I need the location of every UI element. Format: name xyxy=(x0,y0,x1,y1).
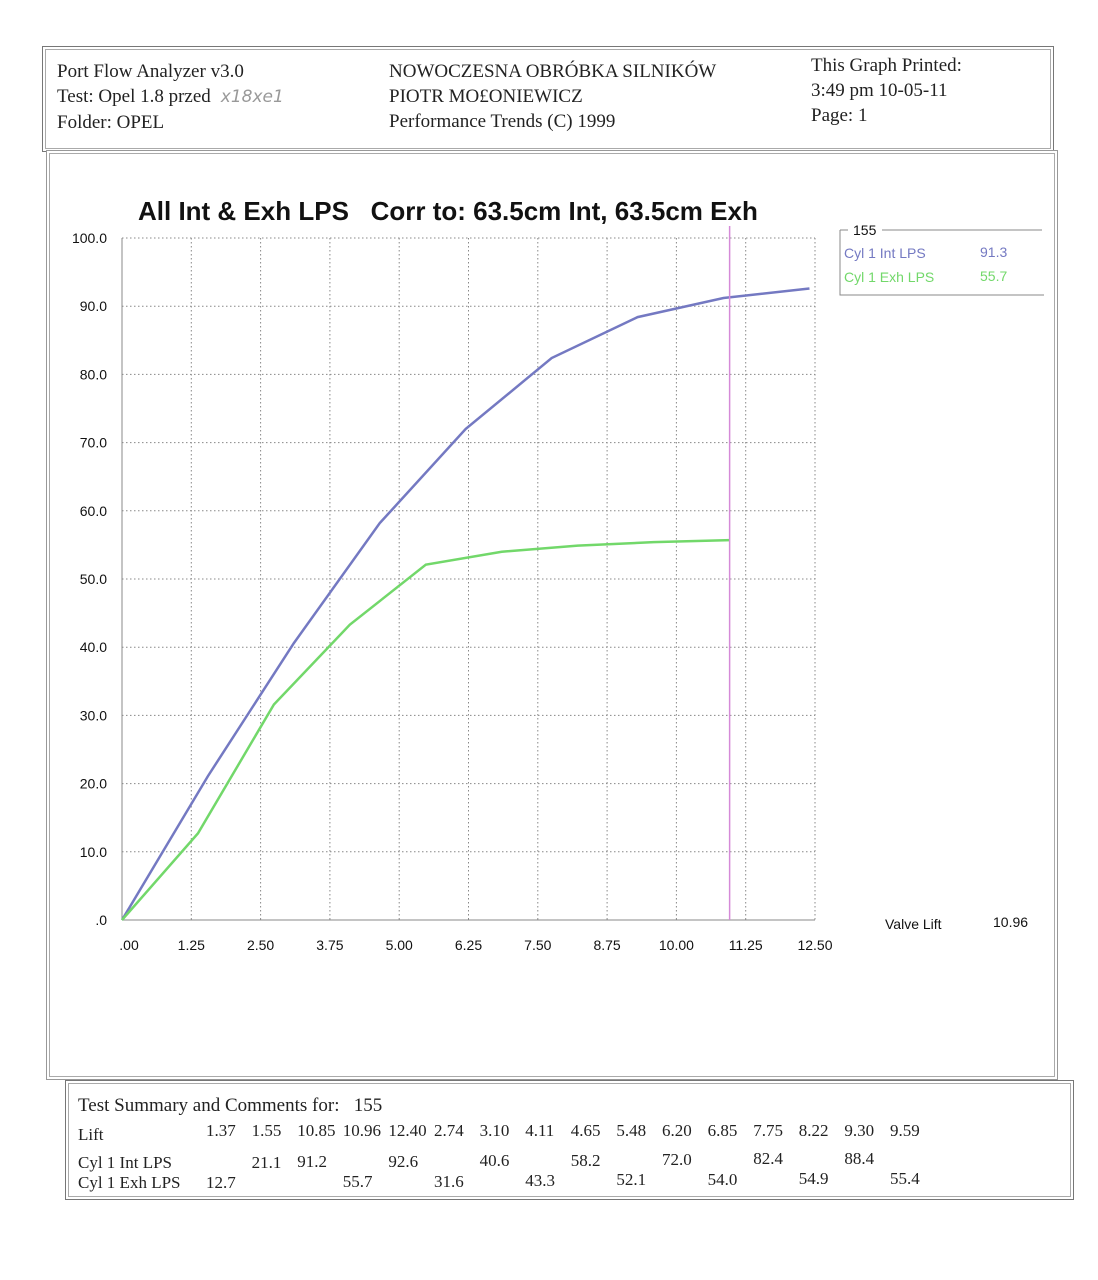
summary-cell: 9.30 xyxy=(844,1121,875,1140)
summary-cell: 54.9 xyxy=(798,1169,829,1189)
summary-cell: 1.55 xyxy=(251,1121,282,1140)
handwritten-note: x18xe1 xyxy=(220,87,284,107)
summary-cell: 4.65 xyxy=(570,1121,601,1140)
x-tick-label: 1.25 xyxy=(178,937,205,953)
summary-cell: 52.1 xyxy=(616,1170,647,1190)
summary-cell: 6.20 xyxy=(662,1121,692,1140)
header-left: Port Flow Analyzer v3.0 Test: Opel 1.8 p… xyxy=(57,59,284,135)
summary-cell: 55.7 xyxy=(342,1172,373,1192)
summary-cell: 58.2 xyxy=(570,1150,601,1170)
legend-int-value: 91.3 xyxy=(980,244,1007,260)
y-tick-label: 50.0 xyxy=(80,571,107,587)
y-tick-label: 20.0 xyxy=(80,776,107,792)
summary-cell: 72.0 xyxy=(662,1150,692,1169)
printed-label: This Graph Printed: xyxy=(811,55,962,76)
x-tick-label: 5.00 xyxy=(386,937,413,953)
summary-cell: 55.4 xyxy=(890,1168,920,1188)
cursor-label: Valve Lift xyxy=(885,916,942,932)
summary-cell: 82.4 xyxy=(753,1149,783,1169)
legend: 155 Cyl 1 Int LPS 91.3 Cyl 1 Exh LPS 55.… xyxy=(839,222,1044,296)
legend-exh-value: 55.7 xyxy=(980,268,1007,284)
summary-cell: 7.75 xyxy=(753,1121,783,1140)
summary-cell: 6.85 xyxy=(707,1121,738,1140)
printed-time: 3:49 pm 10-05-11 xyxy=(811,80,948,101)
summary-cell: 10.85 xyxy=(297,1121,336,1140)
header-right: This Graph Printed: 3:49 pm 10-05-11 Pag… xyxy=(811,53,962,128)
y-tick-label: 40.0 xyxy=(80,639,107,655)
y-tick-label: 70.0 xyxy=(80,435,107,451)
chart-frame xyxy=(46,150,1058,1080)
summary-cell: 9.59 xyxy=(890,1121,920,1140)
x-tick-label: 2.50 xyxy=(247,937,274,953)
summary-test-id: 155 xyxy=(353,1095,383,1116)
summary-cell: 1.37 xyxy=(206,1121,236,1140)
summary-title: Test Summary and Comments for: xyxy=(78,1095,340,1116)
summary-cell: 8.22 xyxy=(798,1121,829,1140)
summary-row-label: Cyl 1 Int LPS xyxy=(78,1153,172,1172)
y-tick-label: 60.0 xyxy=(80,503,107,519)
summary-row-label: Cyl 1 Exh LPS xyxy=(78,1173,181,1192)
y-tick-label: .0 xyxy=(95,912,107,928)
legend-exh-label: Cyl 1 Exh LPS xyxy=(844,269,934,285)
x-tick-label: 6.25 xyxy=(455,937,482,953)
x-tick-label: .00 xyxy=(119,937,139,953)
summary-cell: 12.7 xyxy=(206,1173,236,1192)
cursor-value: 10.96 xyxy=(993,914,1028,930)
summary-cell: 4.11 xyxy=(525,1121,555,1140)
header-center: NOWOCZESNA OBRÓBKA SILNIKÓW PIOTR MO£ONI… xyxy=(389,59,716,134)
summary-cell: 54.0 xyxy=(707,1169,738,1189)
x-tick-label: 3.75 xyxy=(316,937,343,953)
summary-cell: 2.74 xyxy=(434,1121,464,1140)
y-tick-label: 30.0 xyxy=(80,707,107,723)
page-number: Page: 1 xyxy=(811,105,868,126)
test-name: Test: Opel 1.8 przed xyxy=(57,86,211,107)
y-tick-label: 10.0 xyxy=(80,844,107,860)
owner-name: PIOTR MO£ONIEWICZ xyxy=(389,86,583,107)
copyright: Performance Trends (C) 1999 xyxy=(389,111,616,132)
y-tick-label: 90.0 xyxy=(80,298,107,314)
x-tick-label: 8.75 xyxy=(593,937,620,953)
y-tick-label: 100.0 xyxy=(72,230,107,246)
summary-cell: 40.6 xyxy=(479,1151,510,1171)
summary-cell: 43.3 xyxy=(525,1170,555,1190)
x-tick-label: 10.00 xyxy=(659,937,694,953)
summary-cell: 12.40 xyxy=(388,1121,427,1140)
summary-cell: 3.10 xyxy=(479,1121,510,1140)
folder-name: Folder: OPEL xyxy=(57,112,165,133)
x-tick-label: 12.50 xyxy=(797,937,832,953)
summary-cell: 10.96 xyxy=(342,1121,382,1140)
report-header: Port Flow Analyzer v3.0 Test: Opel 1.8 p… xyxy=(42,46,1054,152)
legend-title: 155 xyxy=(853,222,877,238)
company-name: NOWOCZESNA OBRÓBKA SILNIKÓW xyxy=(389,61,717,82)
chart-title: All Int & Exh LPS Corr to: 63.5cm Int, 6… xyxy=(138,196,758,226)
summary-cell: 88.4 xyxy=(844,1148,875,1168)
legend-int-label: Cyl 1 Int LPS xyxy=(844,245,926,261)
flow-chart: All Int & Exh LPS Corr to: 63.5cm Int, 6… xyxy=(72,196,1044,953)
summary-cell: 92.6 xyxy=(388,1151,419,1171)
app-name: Port Flow Analyzer v3.0 xyxy=(57,61,244,82)
test-summary: Test Summary and Comments for: 155 Lift 1… xyxy=(65,1080,1074,1200)
series-line-exh xyxy=(121,538,730,921)
summary-cell: 5.48 xyxy=(616,1121,647,1140)
summary-row-label: Lift xyxy=(78,1125,104,1144)
series-line-int xyxy=(120,287,810,921)
summary-cell: 21.1 xyxy=(251,1152,282,1172)
x-tick-label: 11.25 xyxy=(729,937,763,953)
summary-cell: 91.2 xyxy=(297,1152,327,1172)
summary-cell: 31.6 xyxy=(434,1171,464,1191)
x-tick-label: 7.50 xyxy=(524,937,551,953)
y-tick-label: 80.0 xyxy=(80,366,107,382)
